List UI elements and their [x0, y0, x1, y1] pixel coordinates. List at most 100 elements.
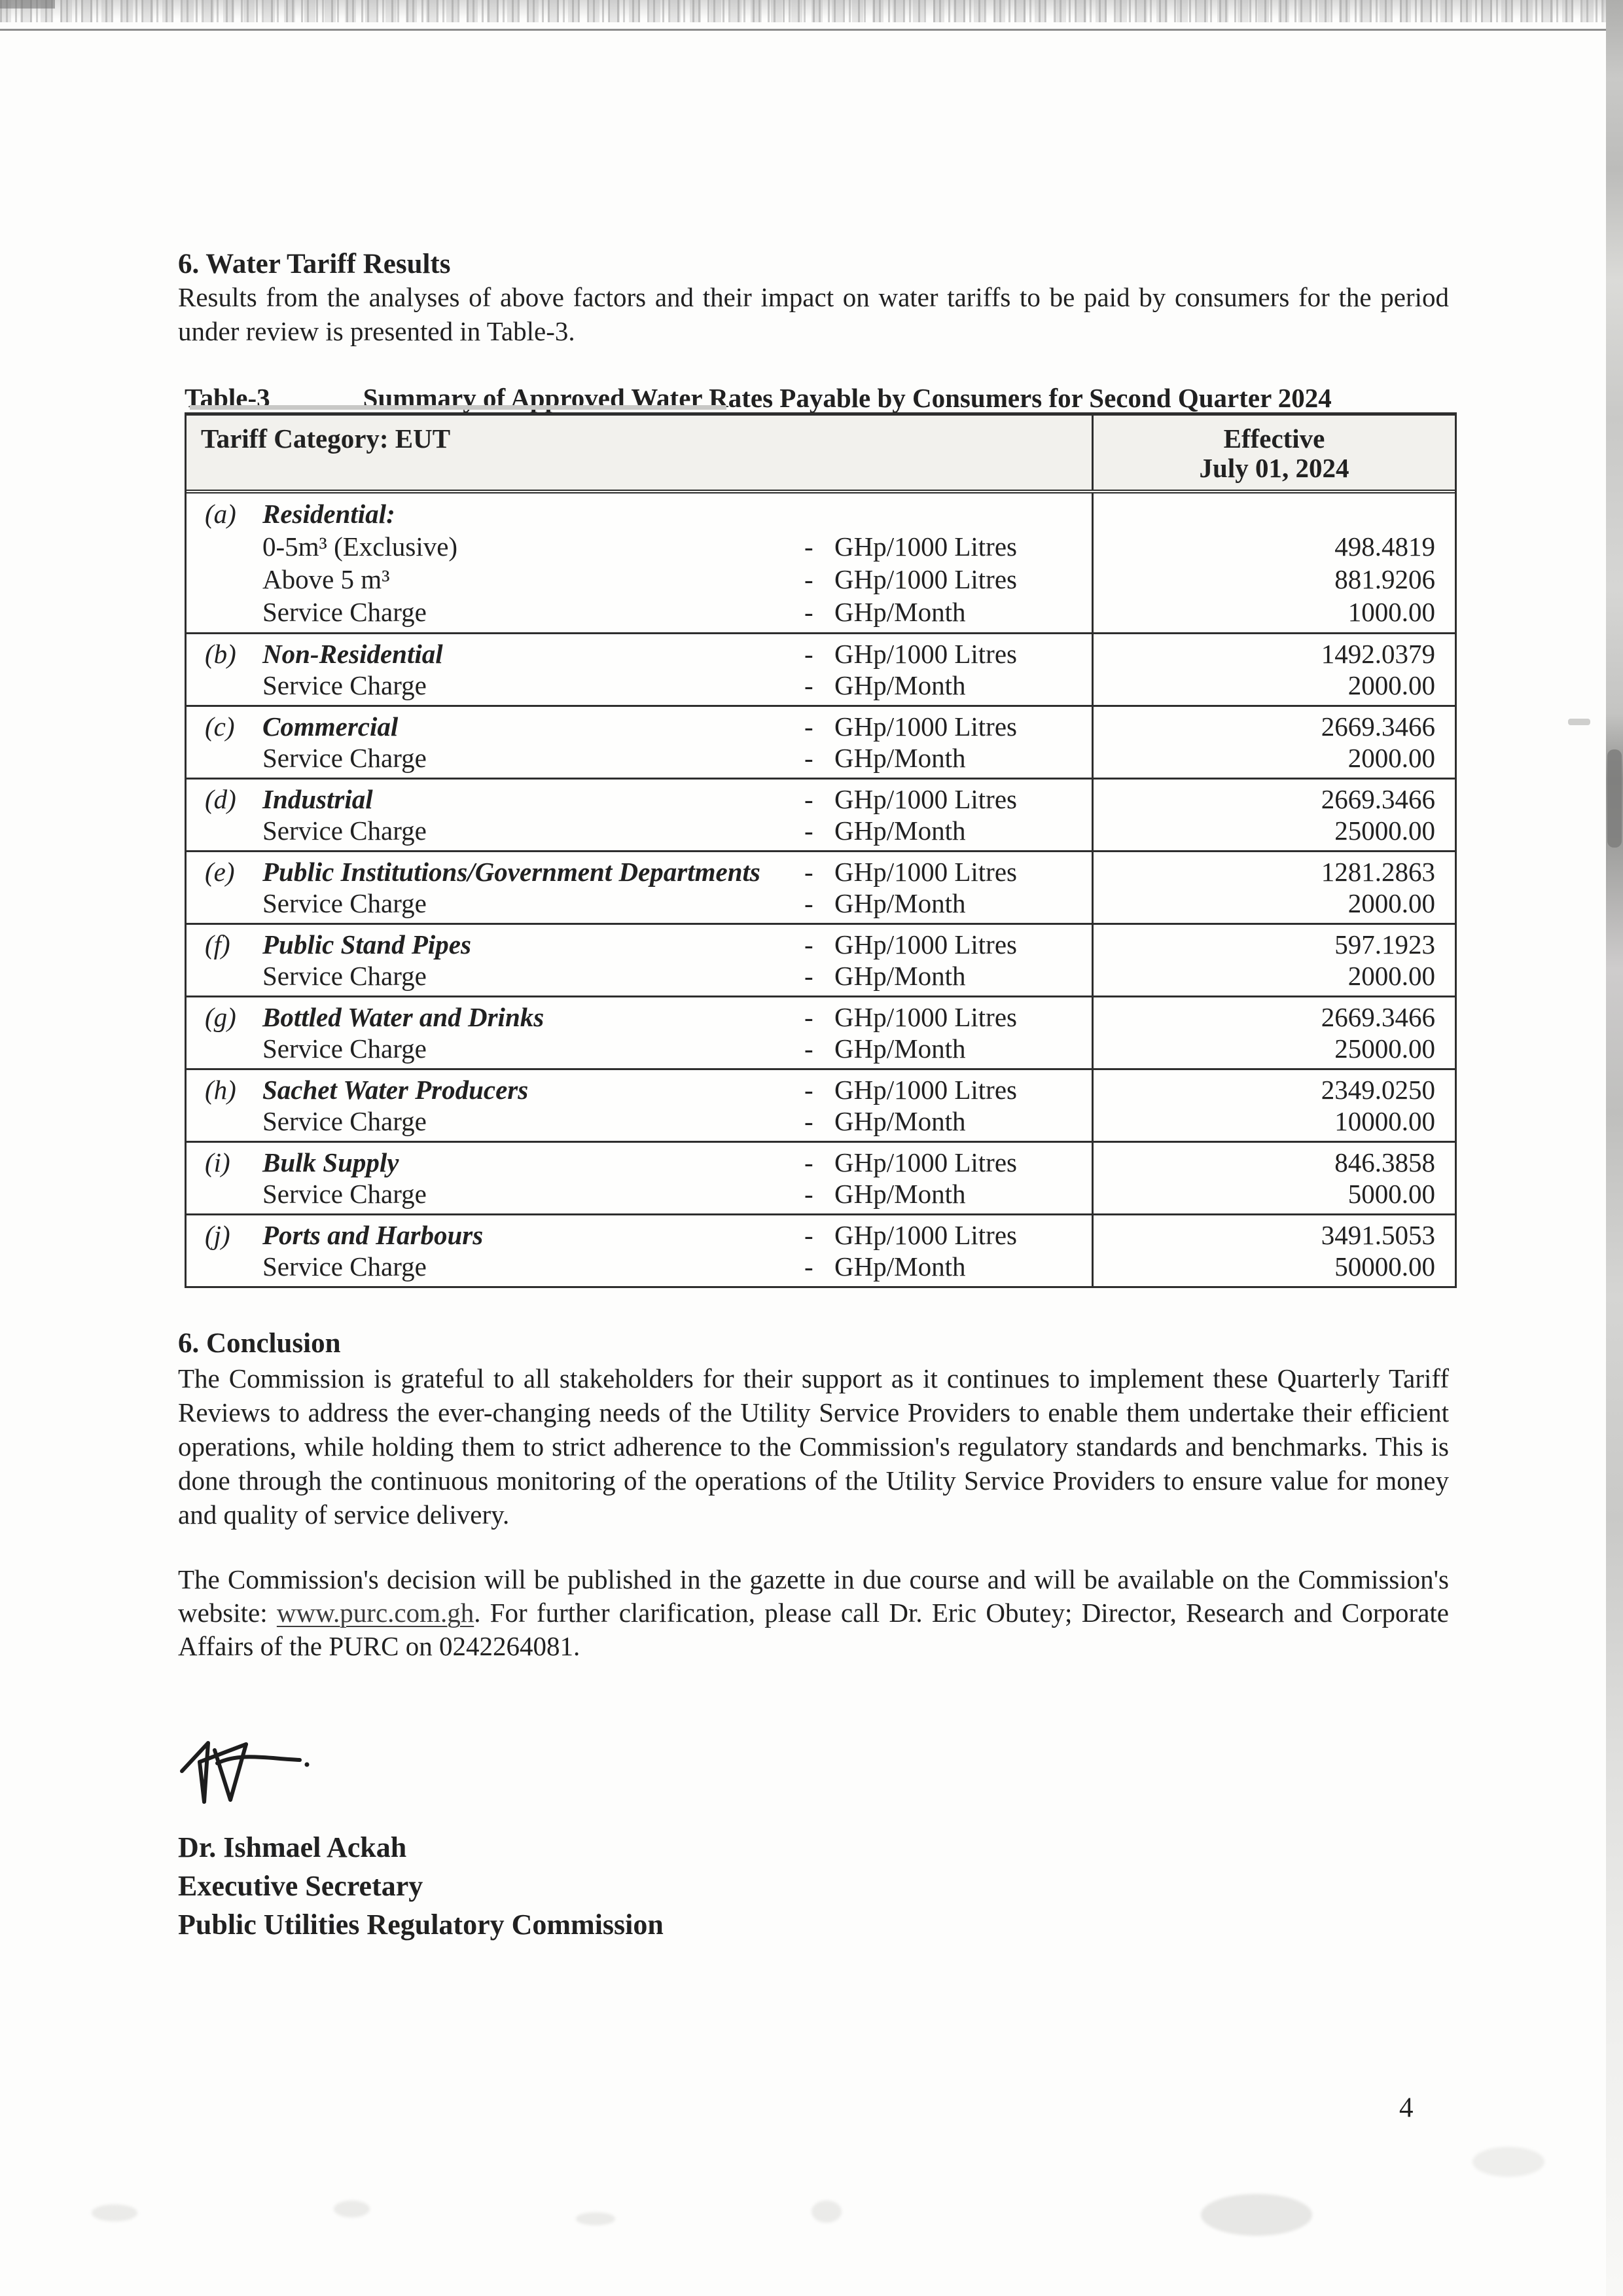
unit-label: GHp/1000 Litres — [834, 1002, 1017, 1032]
rate-value: 25000.00 — [1334, 816, 1435, 846]
charge-label: Service Charge — [262, 1106, 427, 1136]
tariff-line: (g) Bottled Water and Drinks - GHp/1000 Lit… — [201, 1001, 1092, 1033]
tariff-row-description-cell: (j) Ports and Harbours - GHp/1000 Litres Ser… — [187, 1215, 1092, 1286]
tariff-row-letter: (d) — [205, 784, 236, 814]
unit-label: GHp/1000 Litres — [834, 711, 1017, 742]
rate-value: 846.3858 — [1334, 1147, 1435, 1177]
tariff-row-letter — [201, 1251, 262, 1282]
tariff-line: Service Charge - GHp/Month — [201, 1033, 1092, 1064]
tariff-row-letter — [201, 563, 262, 596]
scan-smudge — [92, 2204, 137, 2221]
tariff-row-rate-cell: 2669.3466 2000.00 — [1092, 707, 1455, 778]
unit-dash: - — [804, 743, 813, 773]
tariff-row: (b) Non-Residential - GHp/1000 Litres Servic… — [187, 634, 1455, 707]
tariff-row: (j) Ports and Harbours - GHp/1000 Litres Ser… — [187, 1215, 1455, 1286]
tariff-row-letter — [201, 1033, 262, 1064]
rate-value: 10000.00 — [1334, 1106, 1435, 1136]
signature-scribble — [180, 1741, 310, 1804]
signatory-name: Dr. Ishmael Ackah — [178, 1831, 407, 1863]
rate-value: 50000.00 — [1334, 1251, 1435, 1282]
unit-dash: - — [804, 1075, 813, 1105]
tariff-line: (f) Public Stand Pipes - GHp/1000 Litres — [201, 929, 1092, 960]
scan-smudge — [576, 2212, 615, 2225]
rate-value: 498.4819 — [1334, 531, 1435, 562]
tariff-line: (i) Bulk Supply - GHp/1000 Litres — [201, 1147, 1092, 1178]
unit-label: GHp/1000 Litres — [834, 564, 1017, 594]
tariff-row-letter: (g) — [205, 1002, 236, 1032]
water-tariff-heading: 6. Water Tariff Results — [178, 249, 451, 279]
tariff-row-letter — [201, 960, 262, 992]
rate-value: 881.9206 — [1334, 564, 1435, 594]
unit-dash: - — [804, 531, 813, 562]
rate-value: 2669.3466 — [1321, 1002, 1435, 1032]
tariff-line: Service Charge - GHp/Month — [201, 1178, 1092, 1210]
tariff-line: Service Charge - GHp/Month — [201, 888, 1092, 919]
scan-noise-band-top — [0, 0, 1623, 22]
tariff-row-letter: (h) — [205, 1075, 236, 1105]
water-tariff-intro-paragraph: Results from the analyses of above facto… — [178, 282, 1449, 346]
charge-label: Service Charge — [262, 888, 427, 918]
tariff-row-letter: (j) — [205, 1220, 230, 1250]
scan-hairline-top — [0, 29, 1607, 31]
unit-label: GHp/Month — [834, 1033, 966, 1064]
tariff-row-letter: (i) — [205, 1147, 230, 1177]
tariff-row-description-cell: (f) Public Stand Pipes - GHp/1000 Litres Ser… — [187, 925, 1092, 996]
unit-label: GHp/Month — [834, 1251, 966, 1282]
effective-date: July 01, 2024 — [1199, 453, 1349, 483]
scan-shadow-above-table — [190, 405, 726, 410]
unit-label: GHp/1000 Litres — [834, 1075, 1017, 1105]
tariff-row: (a) Residential: 0-5m³ (Exclusive) - GHp/100… — [187, 493, 1455, 634]
tariff-row-description-cell: (d) Industrial - GHp/1000 Litres Service Cha… — [187, 780, 1092, 850]
unit-dash: - — [804, 1002, 813, 1032]
rate-value: 25000.00 — [1334, 1033, 1435, 1064]
rate-value: 1000.00 — [1347, 597, 1435, 627]
rate-value: 2000.00 — [1347, 743, 1435, 773]
unit-dash: - — [804, 711, 813, 742]
rate-value: 2669.3466 — [1321, 784, 1435, 814]
unit-dash: - — [804, 929, 813, 960]
unit-label: GHp/1000 Litres — [834, 929, 1017, 960]
tariff-line: (a) Residential: — [201, 497, 1092, 530]
unit-dash: - — [804, 784, 813, 814]
unit-dash: - — [804, 1106, 813, 1136]
tariff-row: (g) Bottled Water and Drinks - GHp/1000 Lit… — [187, 997, 1455, 1070]
tariff-line: (h) Sachet Water Producers - GHp/1000 Litre… — [201, 1074, 1092, 1105]
tariff-line: (c) Commercial - GHp/1000 Litres — [201, 711, 1092, 742]
unit-label: GHp/1000 Litres — [834, 639, 1017, 669]
tariff-line: Service Charge - GHp/Month — [201, 815, 1092, 846]
tariff-row-letter: (f) — [205, 929, 230, 960]
tariff-row-description-cell: (h) Sachet Water Producers - GHp/1000 Litre… — [187, 1070, 1092, 1141]
tariff-row-letter — [201, 596, 262, 628]
unit-label: GHp/1000 Litres — [834, 531, 1017, 562]
tariff-row-letter — [201, 530, 262, 563]
tariff-row-letter — [201, 815, 262, 846]
rate-value: 2349.0250 — [1321, 1075, 1435, 1105]
tariff-row-rate-cell: 2349.0250 10000.00 — [1092, 1070, 1455, 1141]
signatory-title: Executive Secretary — [178, 1870, 423, 1902]
tariff-row: (h) Sachet Water Producers - GHp/1000 Litre… — [187, 1070, 1455, 1143]
unit-dash: - — [804, 564, 813, 594]
tariff-row-rate-cell: 2669.3466 25000.00 — [1092, 997, 1455, 1068]
scan-smudge — [1201, 2194, 1312, 2236]
tariff-line: Service Charge - GHp/Month — [201, 670, 1092, 701]
unit-label: GHp/Month — [834, 961, 966, 991]
rate-value: 5000.00 — [1347, 1179, 1435, 1209]
tariff-line: Above 5 m³ - GHp/1000 Litres — [201, 563, 1092, 596]
unit-dash: - — [804, 597, 813, 627]
tariff-row: (e) Public Institutions/Government Depart… — [187, 852, 1455, 925]
tariff-row-description-cell: (c) Commercial - GHp/1000 Litres Service Cha… — [187, 707, 1092, 778]
unit-dash: - — [804, 639, 813, 669]
conclusion-paragraph-1: The Commission is grateful to all stakeh… — [178, 1363, 1449, 1530]
unit-dash: - — [804, 1251, 813, 1282]
rate-value: 2669.3466 — [1321, 711, 1435, 742]
unit-label: GHp/1000 Litres — [834, 1220, 1017, 1250]
effective-label: Effective — [1223, 423, 1325, 454]
effective-date-header: Effective July 01, 2024 — [1092, 416, 1455, 490]
purc-website-link[interactable]: www.purc.com.gh — [276, 1598, 474, 1628]
unit-label: GHp/Month — [834, 888, 966, 918]
tariff-line: Service Charge - GHp/Month — [201, 960, 1092, 992]
tariff-row: (d) Industrial - GHp/1000 Litres Service Cha… — [187, 780, 1455, 852]
tariff-row-rate-cell: 498.4819 881.9206 1000.00 — [1092, 493, 1455, 632]
conclusion-paragraph-2-prefix: The Commission's decision will be publis… — [178, 1564, 1449, 1628]
tariff-row-letter: (e) — [205, 857, 235, 887]
